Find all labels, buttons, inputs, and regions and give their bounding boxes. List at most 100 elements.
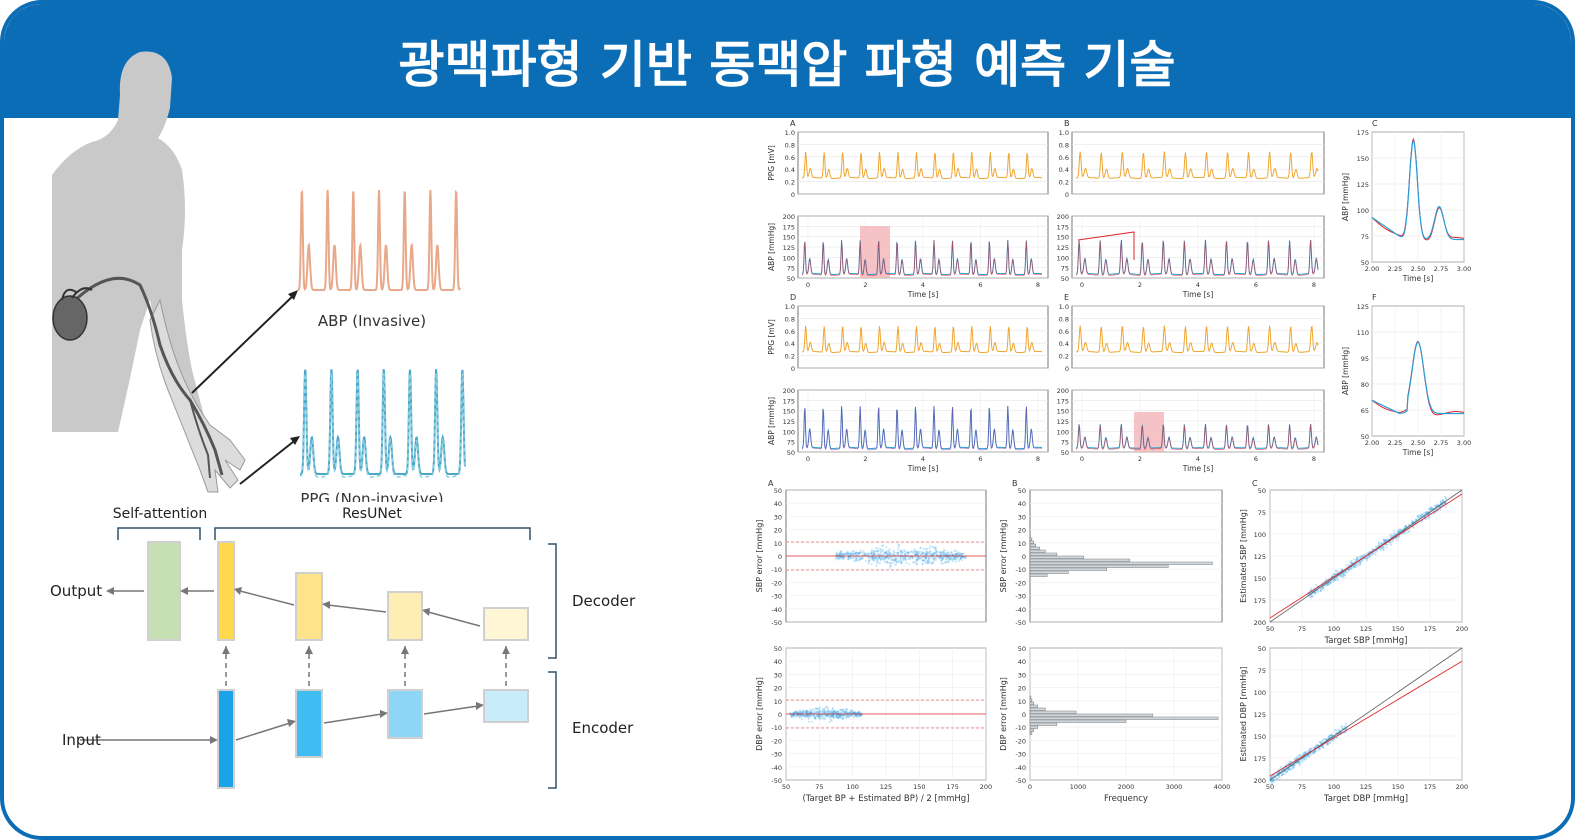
- scatter-point: [845, 710, 848, 713]
- scatter-point: [924, 556, 927, 559]
- scatter-point: [948, 558, 951, 561]
- scatter-point: [845, 553, 848, 556]
- scatter-point: [916, 557, 919, 560]
- scatter-point: [1318, 747, 1321, 750]
- scatter-point: [902, 557, 905, 560]
- scatter-point: [835, 551, 838, 554]
- scatter-point: [849, 556, 852, 559]
- arm-silhouette: [149, 298, 246, 493]
- y-tick-label: 80: [1361, 381, 1369, 389]
- scatter-point: [821, 709, 824, 712]
- y-tick-label: 1.0: [1059, 303, 1069, 311]
- scatter-point: [813, 717, 816, 719]
- scatter-point: [853, 559, 856, 562]
- scatter-point: [942, 558, 945, 560]
- scatter-point: [926, 559, 929, 562]
- scatter-point: [1286, 769, 1289, 772]
- scatter-point: [856, 711, 859, 714]
- panel-letter: D: [790, 293, 796, 302]
- scatter-point: [952, 557, 955, 560]
- scatter-point: [859, 558, 861, 561]
- scatter-point: [1421, 513, 1423, 516]
- scatter-point: [804, 711, 807, 714]
- ppg-arrow-line: [239, 437, 299, 485]
- scatter-point: [1384, 539, 1387, 542]
- scatter-point: [791, 716, 794, 718]
- scatter-point: [839, 714, 842, 717]
- scatter-point: [1329, 581, 1332, 584]
- scatter-point: [887, 558, 890, 560]
- scatter-point: [1363, 554, 1365, 556]
- scatter-point: [809, 711, 812, 714]
- scatter-point: [899, 551, 902, 554]
- scatter-point: [837, 716, 840, 719]
- scatter-point: [1390, 543, 1393, 546]
- scatter-point: [814, 717, 817, 720]
- scatter-point: [798, 716, 801, 719]
- scatter-point: [841, 708, 844, 711]
- scatter-point: [1392, 529, 1395, 532]
- scatter-point: [1444, 495, 1447, 498]
- scatter-point: [839, 714, 842, 717]
- scatter-point: [1396, 530, 1399, 532]
- scatter-point: [893, 551, 896, 554]
- scatter-point: [827, 714, 830, 717]
- scatter-point: [929, 553, 932, 556]
- scatter-point: [1445, 497, 1448, 500]
- scatter-point: [1421, 520, 1424, 523]
- y-tick-label: 20: [774, 527, 782, 535]
- scatter-point: [1308, 748, 1311, 751]
- scatter-point: [1380, 542, 1383, 545]
- scatter-point: [1356, 555, 1359, 558]
- scatter-point: [854, 551, 857, 554]
- scatter-point: [813, 711, 816, 714]
- scatter-point: [1342, 576, 1345, 579]
- scatter-point: [1382, 545, 1385, 548]
- scatter-point: [817, 708, 820, 711]
- scatter-point: [831, 711, 834, 714]
- y-tick-label: 0.8: [1059, 315, 1069, 323]
- scatter-point: [811, 709, 814, 712]
- scatter-point: [818, 715, 821, 718]
- scatter-point: [907, 552, 910, 555]
- scatter-point: [816, 714, 819, 717]
- abp-arrow-line: [191, 292, 297, 394]
- scatter-point: [806, 714, 809, 717]
- y-tick-label: 50: [787, 449, 795, 457]
- scatter-point: [1382, 538, 1385, 541]
- scatter-point: [797, 711, 800, 714]
- y-tick-label: 75: [1258, 667, 1266, 675]
- scatter-point: [813, 717, 816, 720]
- scatter-point: [1397, 539, 1399, 541]
- histogram-bar: [1029, 543, 1036, 547]
- scatter-point: [859, 714, 862, 717]
- scatter-point: [1304, 752, 1307, 755]
- scatter-point: [888, 564, 891, 567]
- scatter-point: [931, 546, 934, 549]
- scatter-point: [868, 559, 871, 562]
- scatter-point: [842, 717, 845, 720]
- scatter-point: [809, 715, 812, 718]
- scatter-point: [1306, 754, 1309, 757]
- histogram-bar: [1029, 540, 1035, 544]
- scatter-point: [915, 559, 918, 561]
- scatter-point: [805, 709, 808, 712]
- scatter-point: [916, 558, 919, 561]
- scatter-point: [872, 553, 875, 555]
- scatter-point: [841, 715, 843, 718]
- scatter-point: [1381, 546, 1384, 549]
- scatter-point: [959, 557, 962, 560]
- scatter-point: [899, 553, 902, 556]
- x-tick-label: 6: [978, 281, 982, 289]
- scatter-point: [1334, 579, 1337, 582]
- scatter-point: [1293, 764, 1296, 766]
- scatter-point: [1321, 588, 1324, 591]
- scatter-point: [807, 716, 810, 719]
- y-tick-label: 20: [1018, 685, 1026, 693]
- y-tick-label: -30: [1015, 751, 1026, 759]
- scatter-point: [1287, 768, 1289, 771]
- scatter-point: [938, 557, 941, 560]
- output-label: Output: [50, 582, 102, 600]
- scatter-point: [879, 551, 882, 554]
- y-tick-label: 50: [1061, 275, 1069, 283]
